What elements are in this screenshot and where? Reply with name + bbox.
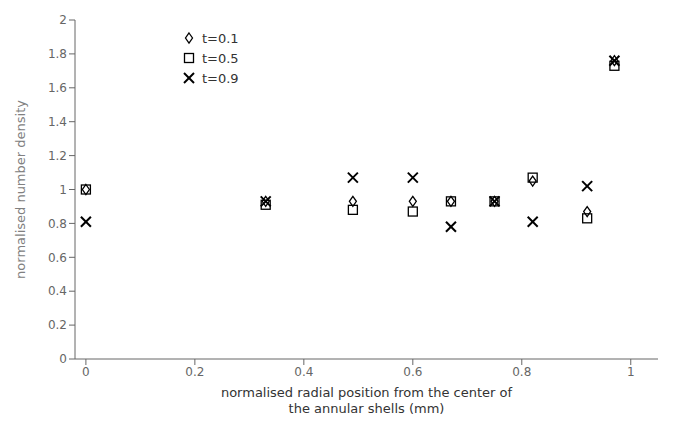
svg-text:0.4: 0.4 [294, 365, 313, 379]
svg-text:0: 0 [82, 365, 90, 379]
svg-text:0.2: 0.2 [48, 318, 67, 332]
svg-text:1: 1 [627, 365, 635, 379]
svg-text:0.8: 0.8 [512, 365, 531, 379]
svg-text:normalised number density: normalised number density [13, 100, 28, 279]
svg-text:0.8: 0.8 [48, 217, 67, 231]
html-text:t=0.1: t=0.1 [201, 30, 239, 46]
svg-text:1.2: 1.2 [48, 149, 67, 163]
html-text:t=0.5: t=0.5 [201, 50, 239, 66]
svg-text:0: 0 [59, 352, 67, 366]
svg-text:1.4: 1.4 [48, 115, 67, 129]
svg-text:1.8: 1.8 [48, 47, 67, 61]
svg-text:0.2: 0.2 [185, 365, 204, 379]
svg-text:2: 2 [59, 13, 67, 27]
svg-text:1.6: 1.6 [48, 81, 67, 95]
svg-text:0.6: 0.6 [48, 251, 67, 265]
svg-text:normalised radial position fro: normalised radial position from the cent… [221, 385, 513, 416]
svg-text:0.6: 0.6 [403, 365, 422, 379]
svg-text:1: 1 [59, 183, 67, 197]
svg-text:0.4: 0.4 [48, 284, 67, 298]
html-text:t=0.9: t=0.9 [201, 70, 239, 86]
